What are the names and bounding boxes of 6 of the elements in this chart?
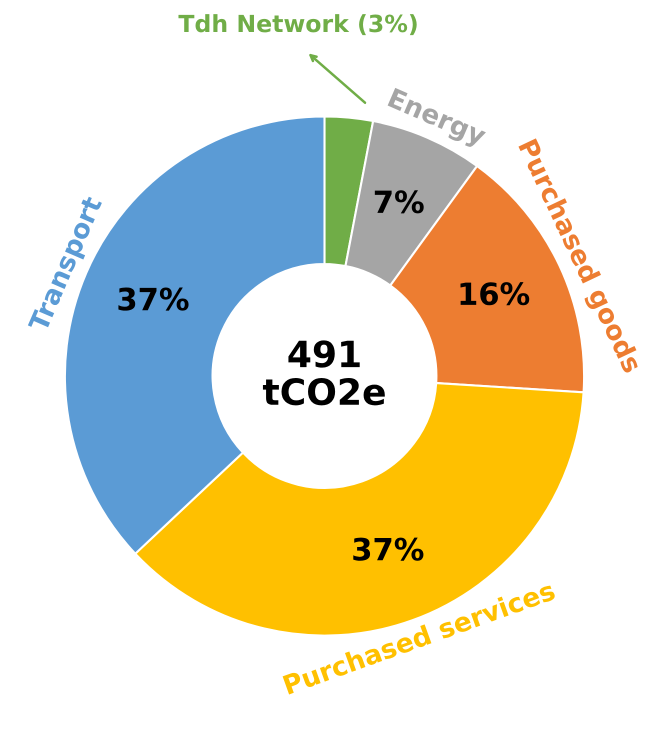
slice-label: Tdh Network (3%) xyxy=(178,14,417,36)
data-label: 7% xyxy=(374,190,424,214)
text: 491 tCO2e xyxy=(262,340,385,406)
data-label: 37% xyxy=(118,288,189,311)
data-label: 37% xyxy=(353,538,424,561)
data-label: 16% xyxy=(460,282,530,306)
